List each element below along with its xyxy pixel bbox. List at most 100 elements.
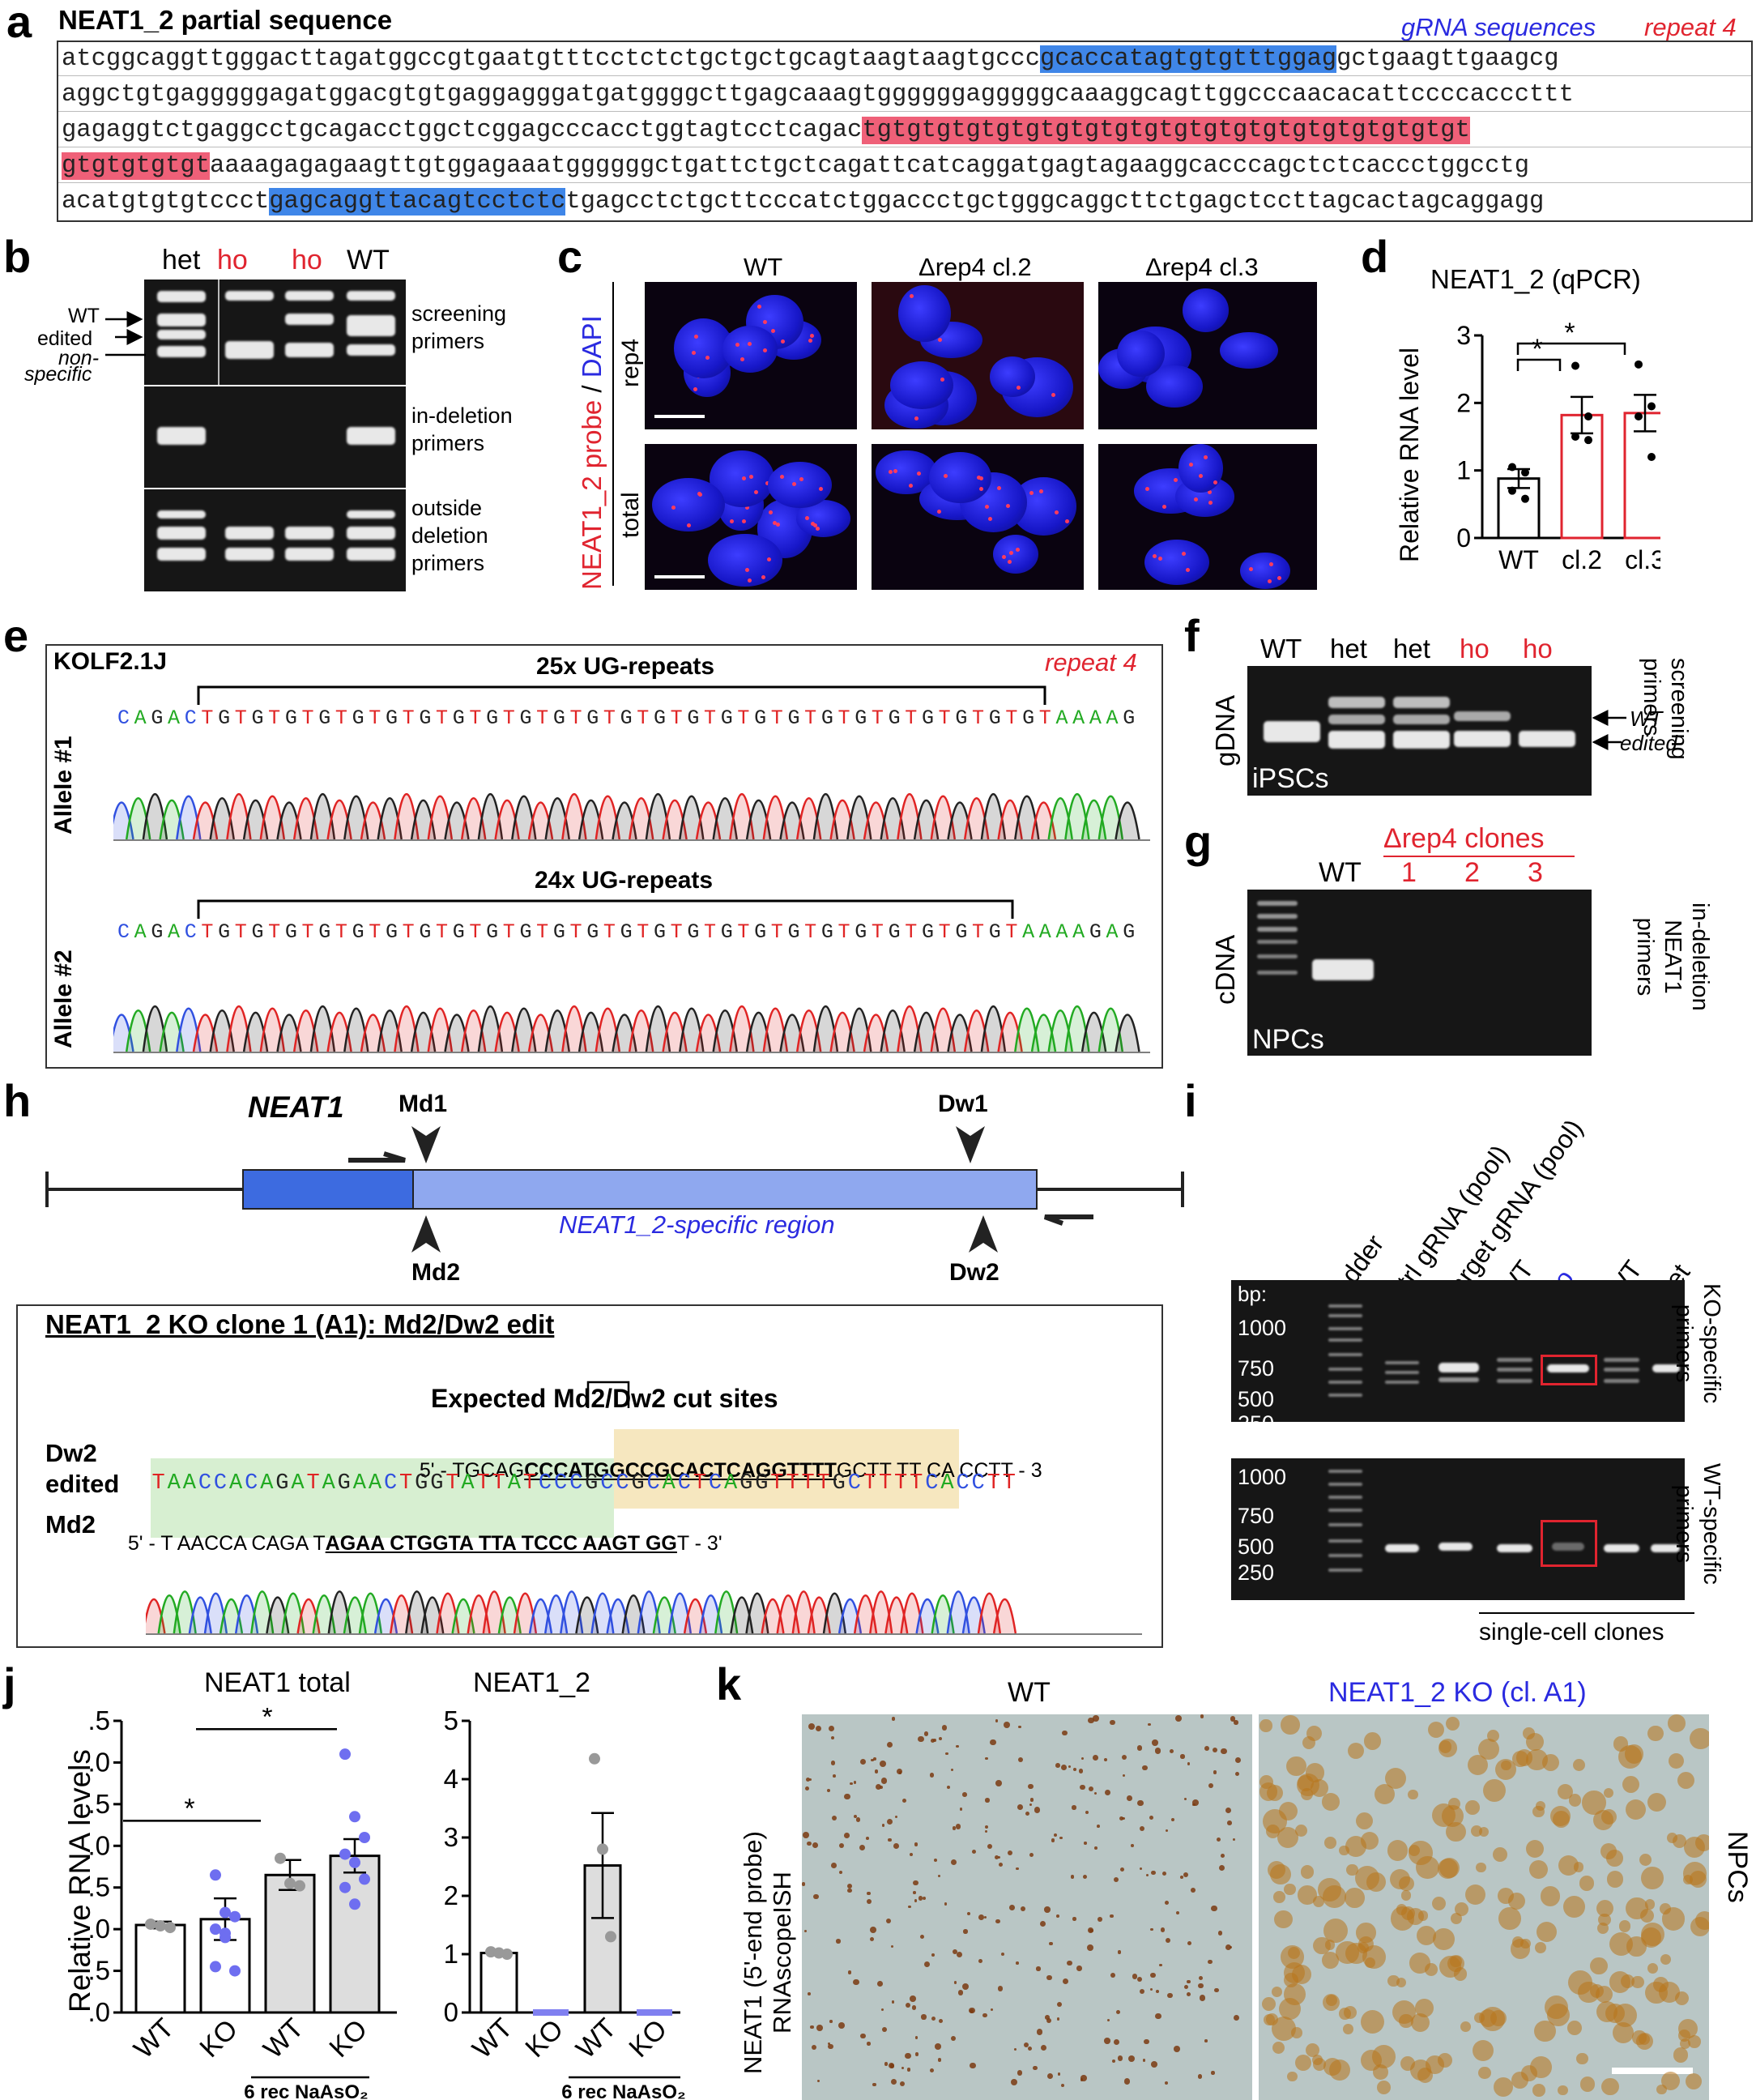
foci <box>754 490 759 495</box>
data-point <box>294 1880 305 1892</box>
gel-b-arrow-label-non: non- <box>58 347 100 369</box>
gel-b-arrows <box>105 311 146 356</box>
foci <box>1065 519 1070 523</box>
data-point <box>1635 412 1643 420</box>
ish-signal <box>1018 1757 1024 1763</box>
x-tick-label: WT <box>467 2012 518 2064</box>
foci <box>979 476 984 480</box>
y-tick-label: 3 <box>444 1822 458 1852</box>
x-tick-label: WT <box>1498 545 1539 574</box>
ish-signal <box>955 1823 961 1829</box>
data-point <box>597 1843 608 1855</box>
ish-signal <box>1476 1862 1487 1873</box>
ish-signal <box>1106 2018 1110 2022</box>
ish-signal <box>1343 2005 1357 2019</box>
ish-signal <box>1184 1984 1189 1989</box>
ish-signal <box>831 1816 837 1821</box>
ish-signal <box>951 1859 957 1865</box>
foci <box>741 519 746 524</box>
ish-signal <box>804 1786 809 1791</box>
ish-signal <box>1361 2010 1385 2034</box>
ish-signal <box>1447 1955 1464 1973</box>
ish-signal <box>1472 2040 1494 2062</box>
ish-signal <box>1161 1872 1166 1876</box>
ish-signal <box>1632 2030 1647 2045</box>
ish-signal <box>997 1986 1004 1991</box>
foci <box>812 523 817 528</box>
ish-signal <box>1061 1765 1068 1770</box>
gel-g-lane-label: 2 <box>1464 857 1480 888</box>
ish-signal <box>853 1978 859 1986</box>
data-point <box>220 1927 231 1940</box>
ish-signal <box>1578 1981 1600 2003</box>
ish-signal <box>881 1824 884 1827</box>
nucleus <box>1117 330 1165 377</box>
foci <box>729 519 734 523</box>
ish-signal <box>1498 1907 1521 1930</box>
ish-signal <box>953 1949 958 1954</box>
foci <box>1158 557 1163 561</box>
ish-signal <box>1512 1750 1528 1767</box>
ish-signal <box>1283 1961 1305 1984</box>
ish-signal <box>850 1782 853 1786</box>
ish-signal <box>920 1934 925 1939</box>
foci <box>780 339 785 344</box>
nucleus <box>1144 539 1209 585</box>
ish-signal <box>1105 1789 1111 1795</box>
ish-signal <box>952 1826 957 1830</box>
y-tick-label: 1.0 <box>89 1914 110 1944</box>
ish-signal <box>1675 1991 1689 2006</box>
y-tick-label: 1.5 <box>89 1872 110 1902</box>
y-tick-label: 2 <box>444 1880 458 1910</box>
foci <box>1213 480 1218 485</box>
gel-i-ladder-tick: 250 <box>1238 1560 1275 1585</box>
data-point <box>1521 494 1529 503</box>
x-tick-label: KO <box>194 2013 244 2064</box>
ish-signal <box>1027 2046 1033 2051</box>
ish-signal <box>1084 1842 1087 1845</box>
ish-signal <box>1477 2066 1491 2080</box>
ish-signal <box>1295 1824 1308 1837</box>
data-point <box>359 1832 370 1843</box>
ish-signal <box>1122 1773 1126 1778</box>
ish-signal <box>808 1722 815 1730</box>
ish-signal <box>872 2082 876 2087</box>
ish-signal <box>1086 1944 1093 1951</box>
ish-signal <box>962 1983 970 1990</box>
ish-signal <box>1149 1816 1153 1820</box>
y-tick-label: 5 <box>444 1708 458 1735</box>
foci <box>792 482 797 487</box>
ish-signal <box>1618 1919 1631 1932</box>
gel-b-outside-deletion <box>144 489 406 591</box>
ish-signal <box>1639 1853 1652 1866</box>
foci <box>976 476 981 480</box>
ish-signal <box>1601 2077 1620 2096</box>
ish-signal <box>1535 1942 1547 1954</box>
data-point <box>1635 360 1643 369</box>
ish-signal <box>1673 2047 1689 2063</box>
nucleus <box>1182 288 1230 332</box>
ish-signal <box>1062 1730 1068 1736</box>
ish-signal <box>985 1798 990 1803</box>
ish-signal <box>1217 1837 1221 1842</box>
ish-signal <box>1204 2039 1208 2042</box>
ish-signal <box>1118 2055 1123 2061</box>
ish-signal <box>1088 1927 1094 1934</box>
foci <box>818 486 823 491</box>
gel-b-arrow-label-wt: WT <box>68 305 100 327</box>
ish-signal <box>828 2043 833 2049</box>
ish-signal <box>1110 1719 1115 1726</box>
data-point <box>605 1931 616 1943</box>
ish-signal <box>995 1855 999 1860</box>
treatment-label: 6 rec NaAsO₂ <box>244 2081 368 2100</box>
data-point <box>1508 463 1516 472</box>
y-tick-label: 0.5 <box>89 1956 110 1986</box>
ish-signal <box>899 2081 905 2087</box>
ish-signal <box>1576 2053 1588 2065</box>
panel-a-title: NEAT1_2 partial sequence <box>58 5 393 35</box>
data-point <box>359 1873 370 1885</box>
ish-signal <box>921 2014 927 2020</box>
ish-signal <box>1155 1990 1160 1994</box>
ish-signal <box>1018 1725 1021 1728</box>
ish-signal <box>1259 1782 1278 1801</box>
